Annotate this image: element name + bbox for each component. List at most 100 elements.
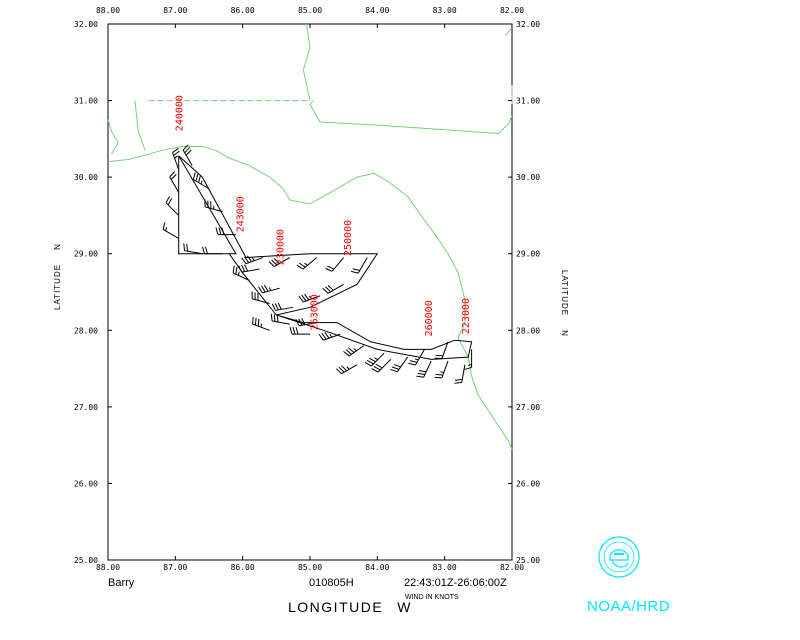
time-label: 260000 [424, 300, 435, 336]
lat-tick-label-left: 27.00 [74, 403, 98, 412]
wind-barb [268, 257, 291, 267]
time-range: 22:43:01Z-26:06:00Z [404, 577, 507, 589]
y-axis-label-text-right: LATITUDE [560, 270, 569, 316]
x-axis-label: LONGITUDE W [288, 599, 412, 615]
lat-tick-label-right: 30.00 [516, 173, 540, 182]
wind-barb [434, 341, 449, 360]
lat-tick-label-right: 29.00 [516, 250, 540, 259]
lat-tick-label-left: 30.00 [74, 173, 98, 182]
wind-barb [232, 265, 250, 281]
lon-tick-label-top: 84.00 [365, 6, 389, 15]
wind-barb [325, 257, 345, 272]
lat-tick-label-left: 31.00 [74, 97, 98, 106]
wind-units: WIND IN KNOTS [405, 594, 459, 601]
state-border-al-ga [302, 23, 311, 101]
time-label: 250000 [343, 220, 354, 256]
lon-tick-label-top: 87.00 [163, 6, 187, 15]
wind-barb [238, 264, 260, 273]
wind-barb [408, 349, 425, 366]
coastline [107, 146, 513, 450]
wind-barb [390, 356, 409, 373]
lat-tick-label-left: 28.00 [74, 326, 98, 335]
wind-barb [182, 144, 193, 166]
wind-barb [351, 257, 368, 274]
wind-barb [251, 291, 270, 304]
wind-barb [201, 246, 223, 255]
y-axis-hemisphere: N [53, 243, 62, 250]
wind-barb [183, 243, 203, 255]
lon-tick-label-top: 83.00 [433, 6, 457, 15]
wind-barb [364, 352, 385, 367]
y-axis-label-right: LATITUDE N [560, 270, 569, 337]
wind-barb [258, 284, 280, 294]
flight-track [178, 155, 473, 360]
time-label: 223000 [461, 298, 472, 334]
wind-barb [454, 364, 466, 384]
coastline-mobile-bay [107, 119, 119, 155]
lon-tick-label-bottom: 88.00 [96, 563, 120, 572]
lon-tick-label-top: 88.00 [96, 6, 120, 15]
coastline-layer [107, 23, 513, 450]
storm-name: Barry [108, 577, 135, 589]
lat-tick-label-left: 25.00 [74, 556, 98, 565]
lat-tick-label-right: 26.00 [516, 479, 540, 488]
wind-barb [298, 293, 321, 303]
wind-barb-layer [162, 144, 473, 384]
lon-tick-label-top: 86.00 [231, 6, 255, 15]
wind-barb [295, 317, 317, 327]
wind-barb [215, 227, 236, 236]
wind-barb [296, 257, 318, 270]
wind-barb [322, 283, 344, 294]
y-axis-hemisphere-right: N [560, 330, 569, 337]
wind-barb [192, 172, 210, 190]
noaa-logo-icon [598, 536, 640, 578]
lon-tick-label-bottom: 87.00 [163, 563, 187, 572]
flight-track-layer [178, 155, 473, 360]
lon-tick-label-bottom: 84.00 [365, 563, 389, 572]
wind-barb [464, 349, 473, 370]
lat-tick-label-left: 29.00 [74, 250, 98, 259]
wind-barb [162, 222, 179, 239]
x-axis-label-text: LONGITUDE [288, 599, 383, 615]
lat-tick-label-right: 31.00 [516, 97, 540, 106]
wind-barb [270, 313, 290, 325]
wind-barb [169, 171, 180, 193]
wind-barb [165, 196, 180, 216]
lon-tick-label-bottom: 85.00 [298, 563, 322, 572]
wind-barb [318, 332, 341, 341]
lat-tick-label-right: 32.00 [516, 20, 540, 29]
lon-tick-label-bottom: 83.00 [433, 563, 457, 572]
wind-barb [172, 147, 180, 170]
lat-tick-label-right: 27.00 [516, 403, 540, 412]
lat-tick-label-right: 25.00 [516, 556, 540, 565]
wind-barb [416, 360, 432, 378]
wind-barb [343, 345, 365, 357]
wind-barb [252, 316, 270, 331]
time-label: 243000 [235, 196, 246, 232]
time-label: 240000 [175, 95, 186, 131]
y-axis-label-left: LATITUDE N [53, 243, 62, 310]
wind-barb [271, 302, 294, 311]
coastline-georgia [504, 27, 513, 36]
y-axis-label-text: LATITUDE [53, 264, 62, 310]
state-border [309, 100, 513, 135]
wind-barb [371, 359, 392, 373]
wind-barb [241, 255, 264, 265]
lon-tick-label-bottom: 82.00 [500, 563, 524, 572]
tick-label-layer: 88.00 88.00 87.00 87.00 86.00 86.00 85.00 85.00… [74, 6, 540, 572]
lon-tick-label-top: 85.00 [298, 6, 322, 15]
lat-tick-label-right: 28.00 [516, 326, 540, 335]
flight-id: 010805H [309, 577, 354, 589]
wind-barb [204, 199, 223, 213]
time-label-layer: 240000 243000 230000 250000 253000 260000 2230… [175, 95, 472, 336]
agency-label: NOAA/HRD [587, 598, 671, 615]
x-axis-hemisphere: W [397, 599, 412, 615]
time-label: 230000 [276, 229, 287, 265]
lat-tick-label-left: 26.00 [74, 479, 98, 488]
wind-barb [434, 360, 449, 379]
state-border-perdido [134, 100, 146, 151]
wind-barb [289, 326, 310, 335]
time-label: 253000 [309, 294, 320, 330]
wind-barb [335, 364, 358, 375]
